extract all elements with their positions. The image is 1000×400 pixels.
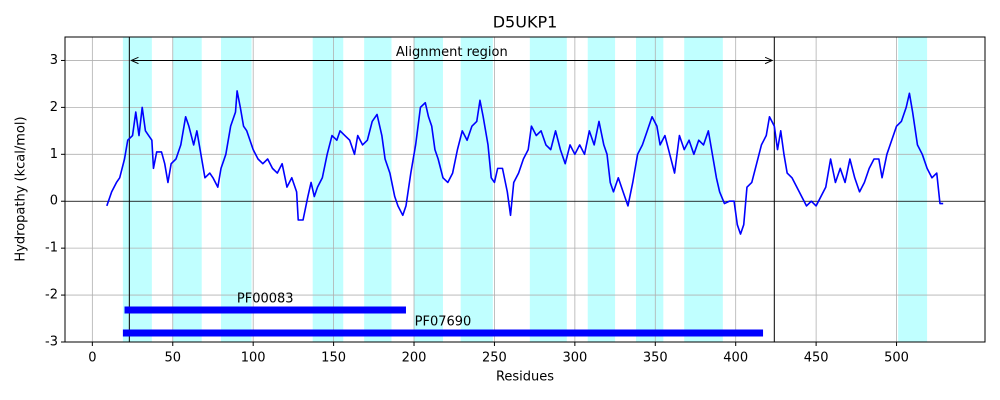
highlight-band xyxy=(122,37,152,342)
x-tick-label: 0 xyxy=(88,351,96,366)
x-tick-label: 200 xyxy=(402,351,427,366)
y-axis-label: Hydropathy (kcal/mol) xyxy=(14,116,29,261)
y-tick-label: 3 xyxy=(50,53,58,68)
y-tick-label: 0 xyxy=(50,194,58,209)
x-tick-label: 350 xyxy=(643,351,668,366)
highlight-band xyxy=(529,37,567,342)
y-tick-label: 1 xyxy=(50,147,58,162)
x-tick-label: 150 xyxy=(321,351,346,366)
chart-title: D5UKP1 xyxy=(493,13,558,32)
domain-label: PF00083 xyxy=(237,292,294,307)
x-axis-label: Residues xyxy=(496,370,554,385)
alignment-label: Alignment region xyxy=(396,45,508,60)
highlight-band xyxy=(684,37,723,342)
x-tick-label: 500 xyxy=(884,351,909,366)
highlight-band xyxy=(364,37,392,342)
y-tick-label: -1 xyxy=(45,241,58,256)
highlight-band xyxy=(587,37,616,342)
domain-bar xyxy=(122,329,764,337)
plot-frame xyxy=(64,36,986,343)
hydropathy-line xyxy=(106,90,944,235)
highlight-band xyxy=(312,37,344,342)
domain-bar xyxy=(124,306,406,314)
highlight-band xyxy=(221,37,252,342)
highlight-band xyxy=(635,37,664,342)
highlight-band xyxy=(898,37,928,342)
highlight-band xyxy=(414,37,443,342)
domain-label: PF07690 xyxy=(415,315,472,330)
highlight-band xyxy=(460,37,493,342)
x-tick-label: 400 xyxy=(723,351,748,366)
y-tick-label: -3 xyxy=(45,335,58,350)
highlight-band xyxy=(172,37,202,342)
y-tick-label: -2 xyxy=(45,288,58,303)
x-tick-label: 300 xyxy=(562,351,587,366)
x-tick-label: 250 xyxy=(482,351,507,366)
x-tick-label: 100 xyxy=(241,351,266,366)
x-tick-label: 50 xyxy=(164,351,181,366)
y-tick-label: 2 xyxy=(50,100,58,115)
x-tick-label: 450 xyxy=(804,351,829,366)
